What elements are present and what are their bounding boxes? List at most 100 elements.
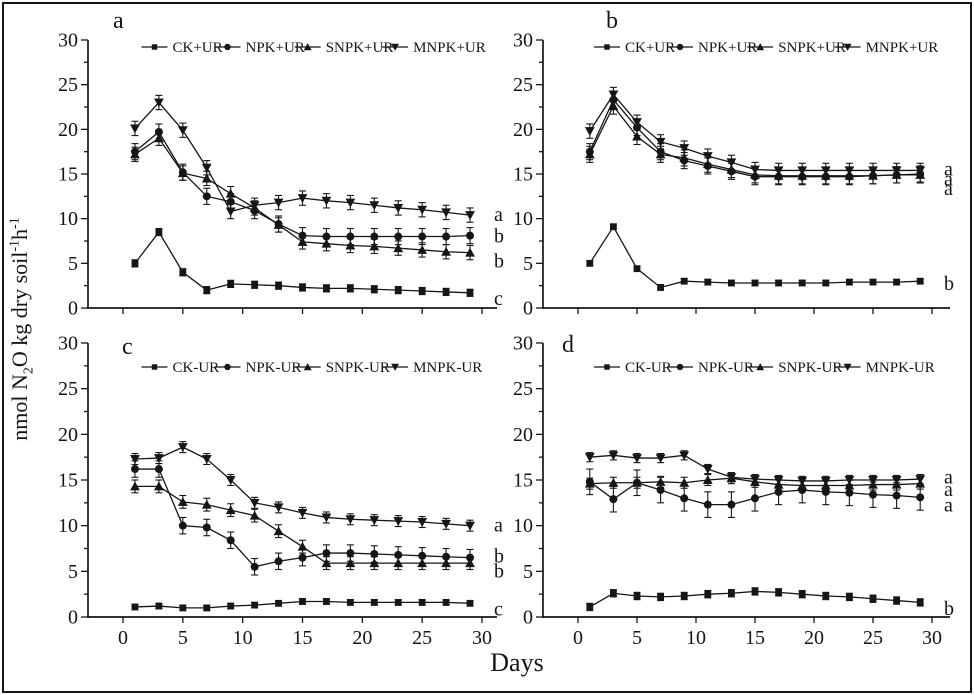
y-tick-label: 20 — [513, 424, 533, 446]
legend-label: CK+UR — [625, 40, 675, 56]
triangle-up-marker — [273, 220, 284, 229]
y-tick-label: 20 — [513, 119, 533, 141]
triangle-down-marker — [608, 451, 619, 461]
circle-marker — [250, 562, 259, 571]
legend-label: CK-UR — [173, 360, 220, 376]
triangle-down-marker — [608, 90, 619, 100]
circle-marker — [202, 192, 211, 201]
triangle-down-marker — [726, 158, 737, 168]
series-npk-ur — [585, 468, 925, 518]
x-tick-label: 10 — [233, 627, 253, 649]
triangle-down-marker — [843, 363, 852, 371]
panel-b: 0 5 10 15 20 25 30 b CK+UR NPK+UR SNPK+UR MNPK+UR aa… — [513, 8, 954, 320]
square-marker — [227, 602, 235, 610]
significance-letter: a — [494, 204, 503, 226]
circle-marker — [322, 549, 331, 558]
triangle-up-marker — [201, 499, 212, 509]
triangle-up-marker — [632, 131, 642, 141]
triangle-up-marker — [417, 558, 428, 568]
triangle-down-marker — [655, 137, 666, 147]
triangle-up-marker — [465, 247, 475, 257]
legend-label: NPK-UR — [698, 360, 754, 376]
triangle-down-marker — [393, 203, 404, 213]
significance-letter: a — [944, 178, 953, 200]
triangle-up-marker — [303, 363, 312, 371]
triangle-up-marker — [369, 558, 380, 568]
triangle-down-marker — [369, 201, 380, 211]
triangle-up-marker — [632, 477, 642, 487]
legend-item-ck-ur: CK+UR — [141, 40, 223, 56]
triangle-down-marker — [632, 454, 642, 463]
circle-marker — [727, 500, 736, 509]
triangle-up-marker — [679, 153, 690, 162]
y-axis-label: nmol N2O kg dry soil-1h-1 — [7, 49, 37, 609]
triangle-down-marker — [154, 454, 164, 463]
square-marker — [633, 592, 641, 600]
y-tick-label: 0 — [523, 607, 533, 629]
circle-marker — [680, 494, 689, 503]
square-marker — [346, 284, 354, 292]
circle-marker — [703, 500, 712, 509]
legend-item-snpk-ur: SNPK-UR — [294, 360, 390, 376]
square-marker — [151, 44, 158, 50]
y-label-text: nmol N — [7, 374, 32, 441]
legend-label: MNPK+UR — [866, 40, 939, 56]
square-marker — [633, 265, 641, 273]
circle-marker — [892, 491, 901, 500]
triangle-up-marker — [465, 558, 475, 568]
significance-letter: c — [494, 288, 503, 310]
circle-marker — [154, 465, 163, 474]
square-marker — [657, 593, 664, 601]
triangle-down-marker — [417, 205, 428, 215]
legend-label: NPK+UR — [698, 40, 757, 56]
square-marker — [466, 599, 474, 607]
significance-letter: a — [944, 495, 953, 517]
significance-letter: b — [944, 598, 954, 620]
legend-item-ck-ur: CK-UR — [141, 360, 220, 376]
triangle-down-marker — [584, 453, 595, 463]
triangle-up-marker — [441, 558, 451, 568]
square-marker — [275, 599, 282, 607]
triangle-up-marker — [297, 541, 308, 551]
square-marker — [299, 598, 306, 605]
triangle-up-marker — [303, 43, 312, 51]
significance-letter: c — [494, 599, 503, 621]
y-tick-label: 30 — [513, 333, 533, 355]
legend-item-snpk-ur: SNPK+UR — [747, 40, 846, 56]
square-marker — [610, 589, 617, 597]
square-marker — [751, 279, 759, 287]
y-tick-label: 30 — [513, 30, 533, 52]
x-tick-label: 25 — [412, 627, 432, 649]
triangle-down-marker — [679, 451, 690, 461]
triangle-down-marker — [201, 163, 212, 173]
triangle-down-marker — [177, 443, 188, 453]
square-marker — [822, 592, 830, 600]
triangle-down-marker — [750, 475, 760, 484]
square-marker — [370, 285, 378, 293]
y-tick-label: 20 — [58, 119, 78, 141]
triangle-down-marker — [868, 166, 878, 176]
circle-marker — [224, 363, 231, 371]
circle-marker — [916, 493, 925, 502]
x-tick-label: 0 — [573, 627, 583, 649]
y-tick-label: 10 — [513, 515, 533, 537]
triangle-up-marker — [154, 481, 164, 491]
circle-marker — [609, 495, 618, 504]
triangle-up-marker — [608, 101, 619, 111]
y-tick-label: 5 — [68, 253, 78, 275]
significance-letter: b — [944, 273, 954, 295]
circle-marker — [418, 232, 427, 241]
square-marker — [131, 603, 139, 611]
triangle-down-marker — [465, 521, 475, 531]
triangle-down-marker — [249, 498, 260, 508]
triangle-up-marker — [321, 238, 332, 248]
triangle-down-marker — [465, 211, 475, 220]
triangle-up-marker — [655, 149, 666, 159]
legend-item-mnpk-ur: MNPK+UR — [834, 40, 939, 56]
series-snpk-ur — [130, 479, 475, 571]
triangle-down-marker — [726, 473, 737, 483]
x-tick-label: 5 — [632, 627, 642, 649]
series-snpk-ur — [130, 130, 475, 261]
